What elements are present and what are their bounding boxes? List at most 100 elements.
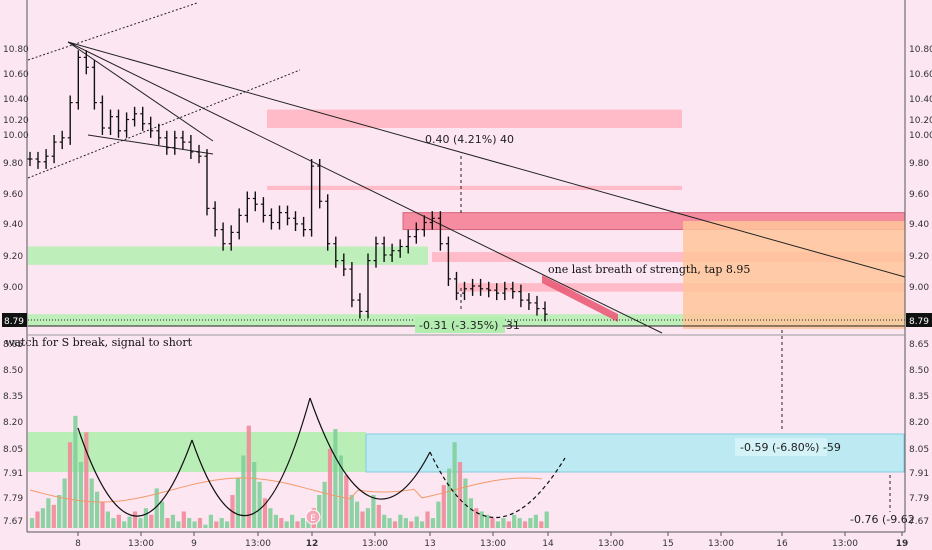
vol-tick-left: 7.79 (3, 494, 23, 504)
vol-tick-left: 7.91 (3, 469, 23, 479)
trendline (67, 41, 906, 278)
vol-tick-right: 7.91 (909, 469, 929, 479)
volume-bar (376, 504, 381, 528)
volume-bar (284, 521, 289, 528)
vol-tick-right: 8.20 (909, 418, 929, 428)
volume-bar (501, 518, 506, 528)
volume-bar (317, 495, 322, 528)
volume-bar (279, 518, 284, 528)
x-tick-label: 13:00 (832, 539, 858, 549)
y-tick-right: 10.80 (909, 45, 932, 55)
annotation-watch: watch for S break, signal to short (5, 336, 193, 349)
volume-ma-line (29, 477, 543, 503)
volume-bar (262, 498, 268, 528)
volume-bar (355, 501, 360, 528)
volume-bar (333, 429, 338, 528)
vol-tick-left: 7.67 (3, 517, 23, 527)
volume-bar (235, 478, 240, 528)
volume-bar (441, 485, 446, 528)
x-tick-label: 13:00 (480, 539, 506, 549)
y-tick-left: 8.65 (3, 340, 23, 350)
volume-bar (197, 518, 203, 528)
volume-bar (273, 514, 278, 528)
projection-zone (683, 221, 905, 329)
volume-bar (252, 462, 257, 528)
y-tick-right: 9.60 (909, 190, 929, 200)
volume-bar (327, 448, 333, 528)
volume-bar (387, 518, 392, 528)
y-tick-right: 10.60 (909, 70, 932, 80)
volume-bar (100, 501, 105, 528)
annotation-down: -0.31 (-3.35%) -31 (419, 319, 520, 332)
volume-bar (105, 511, 110, 528)
volume-bar (127, 516, 132, 528)
x-tick-label: 16 (776, 539, 788, 549)
volume-bar (398, 514, 403, 528)
trendline (67, 41, 214, 142)
x-tick-label: 13:00 (598, 539, 624, 549)
y-tick-right: 10.40 (909, 95, 932, 105)
volume-bar (257, 481, 262, 528)
trendline (27, 69, 301, 179)
y-tick-right: 10.00 (909, 131, 932, 141)
volume-bar (143, 508, 148, 528)
volume-bar (225, 521, 230, 528)
volume-bar (349, 495, 354, 528)
zone-green (28, 246, 428, 265)
y-tick-left: 9.40 (3, 220, 23, 230)
y-tick-left: 10.80 (3, 45, 29, 55)
volume-bar (290, 514, 295, 528)
volume-bar (430, 518, 435, 528)
trendline (27, 2, 198, 61)
volume-bar (208, 514, 213, 528)
volume-bar (403, 518, 408, 528)
volume-bar (30, 518, 35, 528)
volume-bar (111, 518, 116, 528)
volume-zone-green (28, 432, 366, 472)
x-tick-label: 9 (191, 539, 197, 549)
volume-bar (192, 521, 197, 528)
volume-bar (322, 481, 327, 528)
y-tick-left: 10.00 (3, 131, 29, 141)
volume-bar (468, 498, 473, 528)
x-tick-label: 13:00 (708, 539, 734, 549)
volume-bar (241, 455, 246, 528)
volume-bar (360, 511, 365, 528)
y-tick-left: 10.60 (3, 70, 29, 80)
cup-curve (309, 397, 431, 500)
volume-bar (474, 508, 479, 528)
volume-bar (35, 511, 40, 528)
volume-bar (170, 514, 175, 528)
volume-bar (479, 511, 484, 528)
y-tick-right: 9.20 (909, 252, 929, 262)
x-tick-label: 12 (306, 539, 319, 549)
y-tick-left: 9.80 (3, 159, 23, 169)
annotation-target-2: -0.76 (-9.62 (850, 513, 915, 526)
cup-curve (77, 427, 193, 517)
y-tick-right: 9.80 (909, 159, 929, 169)
vol-tick-right: 8.50 (909, 366, 929, 376)
vol-tick-right: 7.79 (909, 494, 929, 504)
cup-curve (191, 397, 311, 517)
volume-bar (420, 521, 425, 528)
volume-bar (463, 478, 468, 528)
volume-bar (300, 518, 305, 528)
vol-tick-right: 7.67 (909, 517, 929, 527)
volume-bar (67, 442, 73, 528)
volume-bar (57, 495, 62, 528)
volume-bar (344, 475, 349, 528)
x-tick-label: 13:00 (245, 539, 271, 549)
volume-bar (539, 521, 544, 528)
volume-bar (517, 518, 522, 528)
volume-bar (490, 518, 495, 528)
volume-bar (382, 514, 387, 528)
volume-bar (138, 518, 143, 528)
volume-bar (338, 455, 343, 528)
volume-bar (176, 521, 181, 528)
volume-bar (414, 516, 419, 528)
wedge-arrow (542, 275, 618, 322)
x-tick-label: 15 (662, 539, 673, 549)
volume-bar (46, 498, 51, 528)
y-tick-left: 9.60 (3, 190, 23, 200)
